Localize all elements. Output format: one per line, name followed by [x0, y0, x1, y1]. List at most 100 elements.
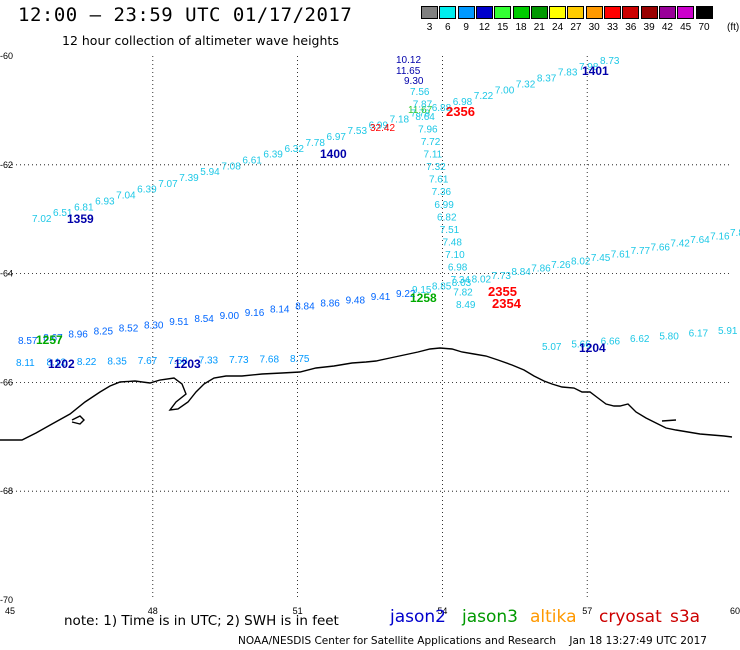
swh-label: 7.67 — [138, 356, 158, 367]
swh-label: 6.51 — [53, 208, 73, 219]
swh-label: 8.22 — [77, 357, 97, 368]
swh-label: 9.15 — [412, 285, 432, 296]
swh-label: 7.89 — [730, 228, 740, 239]
swh-label: 7.48 — [442, 237, 462, 248]
swh-label-high: 32.42 — [370, 123, 395, 134]
swh-label: 7.78 — [411, 109, 431, 120]
swh-label: 7.82 — [453, 287, 473, 298]
swh-label: 8.02 — [571, 257, 591, 268]
swh-label: 8.35 — [107, 357, 127, 368]
legend-label: 3 — [426, 22, 433, 33]
swh-label: 5.91 — [718, 326, 738, 337]
swh-label: 7.36 — [432, 187, 452, 198]
lon-tick-label: 48 — [148, 606, 158, 616]
swh-label: 7.02 — [32, 214, 52, 225]
page-subtitle: 12 hour collection of altimeter wave hei… — [62, 33, 339, 48]
swh-label: 6.97 — [327, 132, 347, 143]
legend-unit: (ft) — [727, 22, 740, 33]
swh-label: 9.16 — [245, 308, 265, 319]
map-grid — [8, 56, 732, 600]
swh-label: 7.58 — [168, 356, 188, 367]
swh-label: 7.68 — [260, 354, 280, 365]
swh-label: 8.03 — [452, 278, 472, 289]
swh-label: 8.57 — [18, 336, 38, 347]
lon-tick-label: 45 — [5, 606, 15, 616]
swh-label: 7.96 — [418, 125, 438, 136]
swh-label: 7.72 — [421, 137, 441, 148]
swh-label: 8.37 — [537, 74, 557, 85]
swh-label: 7.66 — [651, 242, 671, 253]
legend-swatch — [439, 6, 457, 19]
legend-label: 18 — [515, 22, 527, 33]
lat-tick-label: -64 — [0, 269, 13, 279]
legend-swatch — [475, 6, 493, 19]
swh-label: 8.54 — [194, 314, 214, 325]
legend-label: 70 — [698, 22, 710, 33]
swh-label: 9.48 — [346, 295, 366, 306]
swh-label: 8.12 — [46, 358, 66, 369]
swh-label: 6.17 — [689, 329, 709, 340]
swh-label: 7.61 — [429, 175, 449, 186]
legend-label: 45 — [680, 22, 692, 33]
swh-label: 8.75 — [290, 354, 310, 365]
swh-label: 7.18 — [390, 115, 410, 126]
legend-label: 6 — [445, 22, 451, 33]
swh-label: 8.11 — [16, 358, 35, 369]
swh-label: 9.30 — [404, 76, 424, 87]
swh-label: 6.98 — [448, 262, 468, 273]
legend-label: 15 — [497, 22, 509, 33]
lat-tick-label: -68 — [0, 486, 13, 496]
swh-label: 8.67 — [43, 333, 63, 344]
swh-label: 7.86 — [531, 264, 551, 275]
legend-swatch — [677, 6, 695, 19]
swh-label: 7.64 — [690, 235, 710, 246]
swh-label: 6.39 — [137, 185, 157, 196]
swh-label: 6.62 — [630, 334, 650, 345]
swh-label: 9.22 — [396, 289, 416, 300]
swh-label: 7.39 — [179, 173, 199, 184]
swh-label: 7.87 — [413, 100, 433, 111]
lon-tick-label: 51 — [293, 606, 303, 616]
swh-label: 8.02 — [472, 274, 492, 285]
swh-label: 5.80 — [659, 331, 679, 342]
legend-label: 12 — [478, 22, 490, 33]
swh-label: 7.51 — [440, 225, 460, 236]
swh-label: 11.65 — [396, 66, 421, 77]
swh-label: 7.11 — [424, 150, 443, 161]
swh-label: 9.41 — [371, 292, 391, 303]
lat-tick-label: -66 — [0, 377, 13, 387]
swh-label: 6.99 — [434, 200, 454, 211]
swh-label: 7.83 — [558, 68, 578, 79]
swh-label: 7.33 — [199, 355, 219, 366]
swh-label: 7.73 — [492, 271, 512, 282]
swh-label: 7.56 — [410, 87, 430, 98]
swh-label: 7.34 — [451, 275, 471, 286]
swh-label: 8.52 — [119, 323, 139, 334]
legend-swatch — [622, 6, 640, 19]
swh-label: 8.85 — [432, 281, 452, 292]
legend-swatch — [658, 6, 676, 19]
swh-label: 8.84 — [511, 267, 531, 278]
swh-label: 7.73 — [229, 355, 249, 366]
swh-label: 6.39 — [263, 150, 283, 161]
time-label: 1257 — [36, 333, 63, 347]
swh-label: 6.32 — [284, 144, 304, 155]
lat-tick-label: -60 — [0, 51, 13, 61]
legend-swatch — [567, 6, 585, 19]
swh-label: 8.64 — [415, 112, 435, 123]
time-label: 2356 — [446, 104, 475, 119]
swh-label: 8.86 — [320, 298, 340, 309]
swh-label: 7.78 — [305, 138, 325, 149]
swh-label: 9.00 — [220, 311, 240, 322]
swh-label: 7.08 — [221, 161, 241, 172]
legend-swatch — [549, 6, 567, 19]
map-ticks: 45 48 51 54 57 60 -60 -62 -64 -66 -68 -70 — [0, 51, 740, 616]
page-title: 12:00 – 23:59 UTC 01/17/2017 — [18, 4, 353, 26]
legend-swatch — [604, 6, 621, 19]
island-outline — [71, 415, 85, 425]
swh-label: 7.16 — [710, 232, 730, 243]
legend-label: 33 — [606, 22, 619, 33]
swh-label: 5.94 — [200, 167, 220, 178]
swh-label: 6.82 — [437, 212, 457, 223]
